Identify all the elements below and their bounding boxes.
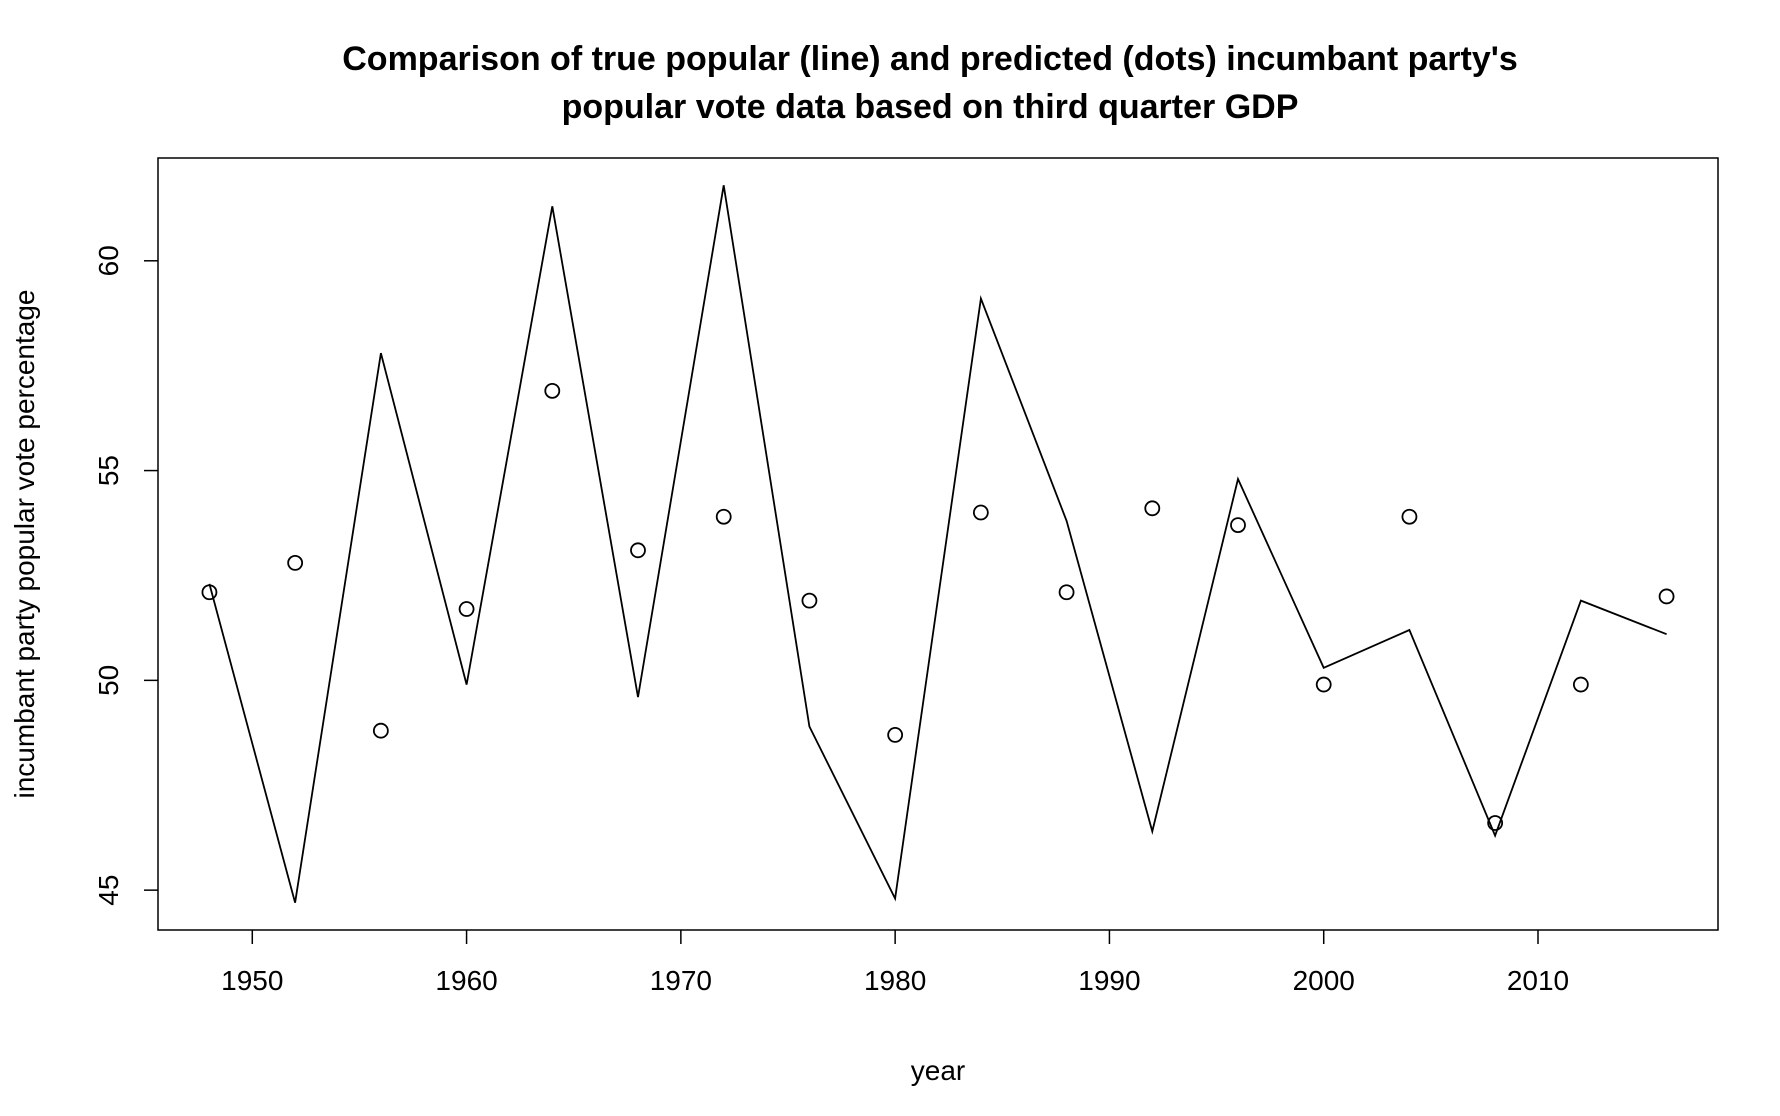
predicted-vote-point [201,584,218,601]
predicted-vote-point [887,727,904,743]
predicted-vote-point [1658,588,1675,605]
x-tick-label: 1950 [221,965,283,996]
x-tick-label: 1990 [1078,965,1140,996]
predicted-vote-point [1401,508,1418,525]
x-axis: 1950 1960 1970 1980 1990 2000 2010 [221,930,1569,996]
predicted-vote-point [801,592,818,609]
predicted-vote-point [458,601,475,617]
chart-title-line-2: popular vote data based on third quarter… [562,88,1299,126]
predicted-vote-point [372,722,389,739]
chart-title-line-1: Comparison of true popular (line) and pr… [342,40,1518,78]
predicted-vote-point [287,554,304,571]
predicted-vote-point [1487,815,1504,831]
predicted-vote-point [1230,517,1246,534]
y-tick-label: 60 [93,245,124,276]
series-layer [201,185,1675,903]
plot-frame [157,157,1719,931]
x-tick-label: 1980 [864,965,926,996]
y-tick-label: 55 [93,455,124,486]
y-axis-label: incumbant party popular vote percentage [9,290,40,799]
x-tick-label: 1960 [435,965,497,996]
actual-vote-line [208,185,1667,903]
predicted-vote-point [1144,500,1161,517]
x-axis-label: year [911,1055,965,1086]
y-tick-label: 45 [93,875,124,906]
x-tick-label: 2000 [1293,965,1355,996]
y-axis: 45 50 55 60 [93,245,158,906]
predicted-vote-point [1058,584,1075,601]
predicted-vote-point [972,504,989,521]
predicted-vote-point [715,508,732,525]
y-tick-label: 50 [93,665,124,696]
predicted-vote-point [630,542,646,559]
predicted-vote-point [1572,676,1589,693]
predicted-vote-point [544,382,561,399]
x-tick-label: 2010 [1507,965,1569,996]
x-tick-label: 1970 [650,965,712,996]
predicted-vote-point [1315,676,1332,693]
